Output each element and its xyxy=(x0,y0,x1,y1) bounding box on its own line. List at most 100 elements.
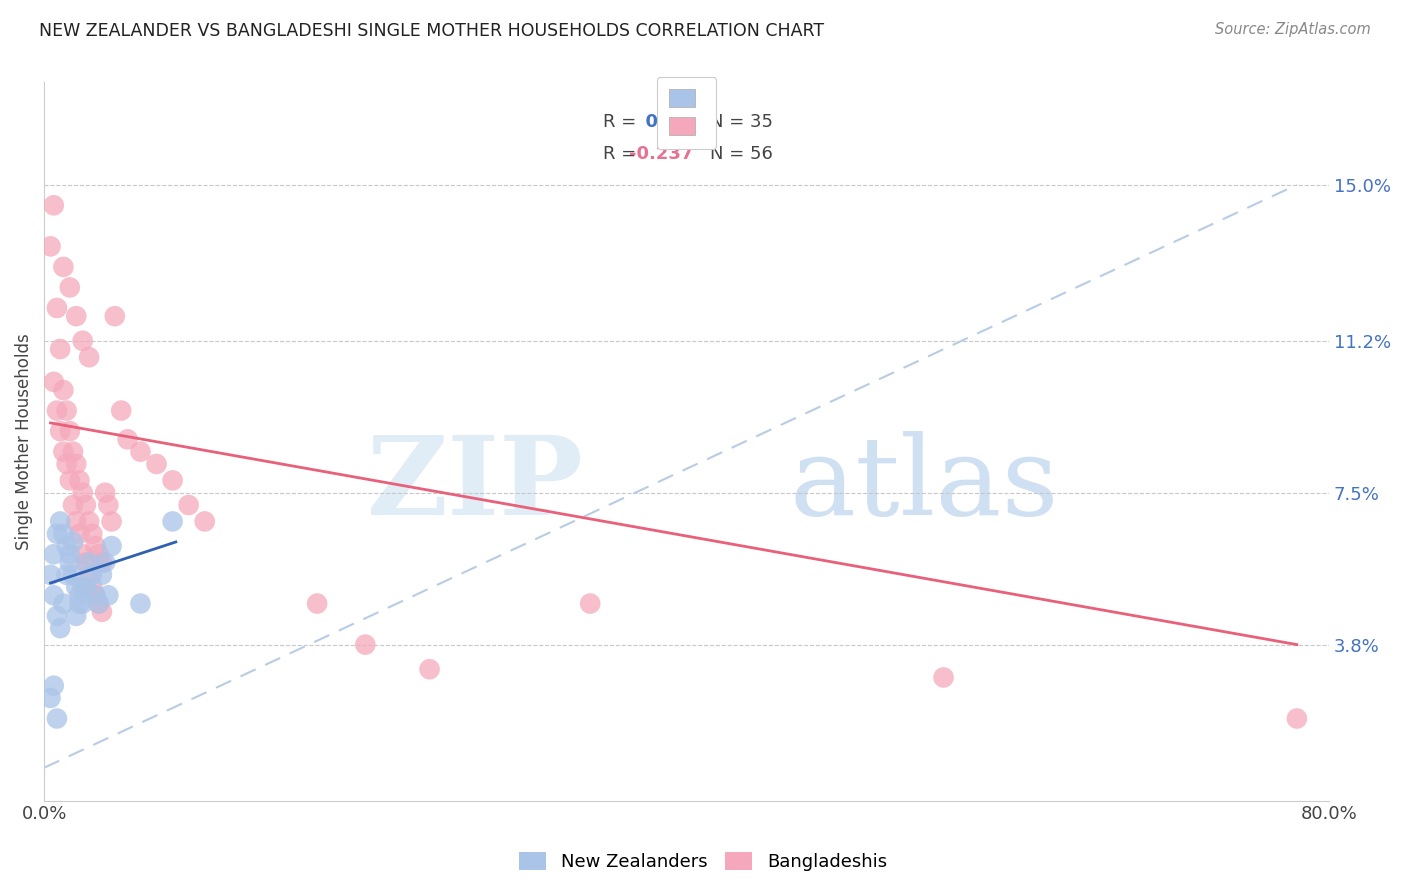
Point xyxy=(46,712,69,726)
Point xyxy=(162,474,184,488)
Text: 0.112: 0.112 xyxy=(633,112,702,130)
Point xyxy=(82,526,104,541)
Point xyxy=(194,515,217,529)
Point xyxy=(59,556,82,570)
Point xyxy=(46,301,69,315)
Point xyxy=(65,309,87,323)
Point xyxy=(55,567,77,582)
Point xyxy=(62,498,84,512)
Text: N = 35: N = 35 xyxy=(710,112,773,130)
Point xyxy=(42,679,65,693)
Point xyxy=(46,608,69,623)
Point xyxy=(39,239,62,253)
Point xyxy=(307,597,329,611)
Point xyxy=(82,580,104,594)
Point xyxy=(90,556,112,570)
Text: -0.237: -0.237 xyxy=(628,145,693,163)
Point xyxy=(72,547,94,561)
Point xyxy=(59,424,82,438)
Point xyxy=(42,198,65,212)
Point xyxy=(87,597,110,611)
Point xyxy=(932,670,955,684)
Point xyxy=(69,588,91,602)
Point xyxy=(87,547,110,561)
Point xyxy=(55,403,77,417)
Point xyxy=(52,383,75,397)
Point xyxy=(65,457,87,471)
Point xyxy=(59,474,82,488)
Point xyxy=(49,342,72,356)
Point xyxy=(42,547,65,561)
Point xyxy=(52,526,75,541)
Text: Source: ZipAtlas.com: Source: ZipAtlas.com xyxy=(1215,22,1371,37)
Point xyxy=(72,580,94,594)
Point xyxy=(55,457,77,471)
Point xyxy=(69,474,91,488)
Point xyxy=(354,638,377,652)
Point xyxy=(1285,712,1308,726)
Point xyxy=(59,547,82,561)
Point xyxy=(90,567,112,582)
Point xyxy=(52,260,75,274)
Point xyxy=(46,526,69,541)
Point xyxy=(65,608,87,623)
Point xyxy=(87,597,110,611)
Point xyxy=(579,597,602,611)
Point xyxy=(75,556,97,570)
Point xyxy=(72,597,94,611)
Point xyxy=(65,580,87,594)
Point xyxy=(46,403,69,417)
Y-axis label: Single Mother Households: Single Mother Households xyxy=(15,333,32,549)
Point xyxy=(162,515,184,529)
Point xyxy=(100,515,122,529)
Point xyxy=(49,621,72,635)
Point xyxy=(75,580,97,594)
Point xyxy=(77,350,100,364)
Point xyxy=(52,597,75,611)
Point xyxy=(75,498,97,512)
Point xyxy=(39,567,62,582)
Point xyxy=(129,444,152,458)
Point xyxy=(100,539,122,553)
Point xyxy=(97,498,120,512)
Point xyxy=(52,444,75,458)
Point xyxy=(117,433,139,447)
Point xyxy=(110,403,132,417)
Point xyxy=(77,567,100,582)
Text: ZIP: ZIP xyxy=(367,431,583,538)
Point xyxy=(82,567,104,582)
Text: R =: R = xyxy=(603,112,637,130)
Point xyxy=(84,588,107,602)
Point xyxy=(129,597,152,611)
Point xyxy=(39,690,62,705)
Point xyxy=(77,515,100,529)
Point xyxy=(72,334,94,348)
Point xyxy=(90,605,112,619)
Point xyxy=(419,662,441,676)
Text: N = 56: N = 56 xyxy=(710,145,772,163)
Point xyxy=(69,597,91,611)
Point xyxy=(177,498,200,512)
Point xyxy=(59,280,82,294)
Point xyxy=(104,309,127,323)
Point xyxy=(97,588,120,602)
Point xyxy=(55,539,77,553)
Point xyxy=(65,515,87,529)
Text: atlas: atlas xyxy=(789,431,1059,538)
Point xyxy=(42,375,65,389)
Legend: , : , xyxy=(657,77,716,149)
Point xyxy=(84,539,107,553)
Point xyxy=(145,457,167,471)
Text: NEW ZEALANDER VS BANGLADESHI SINGLE MOTHER HOUSEHOLDS CORRELATION CHART: NEW ZEALANDER VS BANGLADESHI SINGLE MOTH… xyxy=(39,22,824,40)
Point xyxy=(94,556,117,570)
Legend: New Zealanders, Bangladeshis: New Zealanders, Bangladeshis xyxy=(512,846,894,879)
Point xyxy=(62,444,84,458)
Point xyxy=(84,588,107,602)
Point xyxy=(77,556,100,570)
Point xyxy=(69,526,91,541)
Point xyxy=(62,535,84,549)
Text: R =: R = xyxy=(603,145,637,163)
Point xyxy=(72,485,94,500)
Point xyxy=(62,567,84,582)
Point xyxy=(42,588,65,602)
